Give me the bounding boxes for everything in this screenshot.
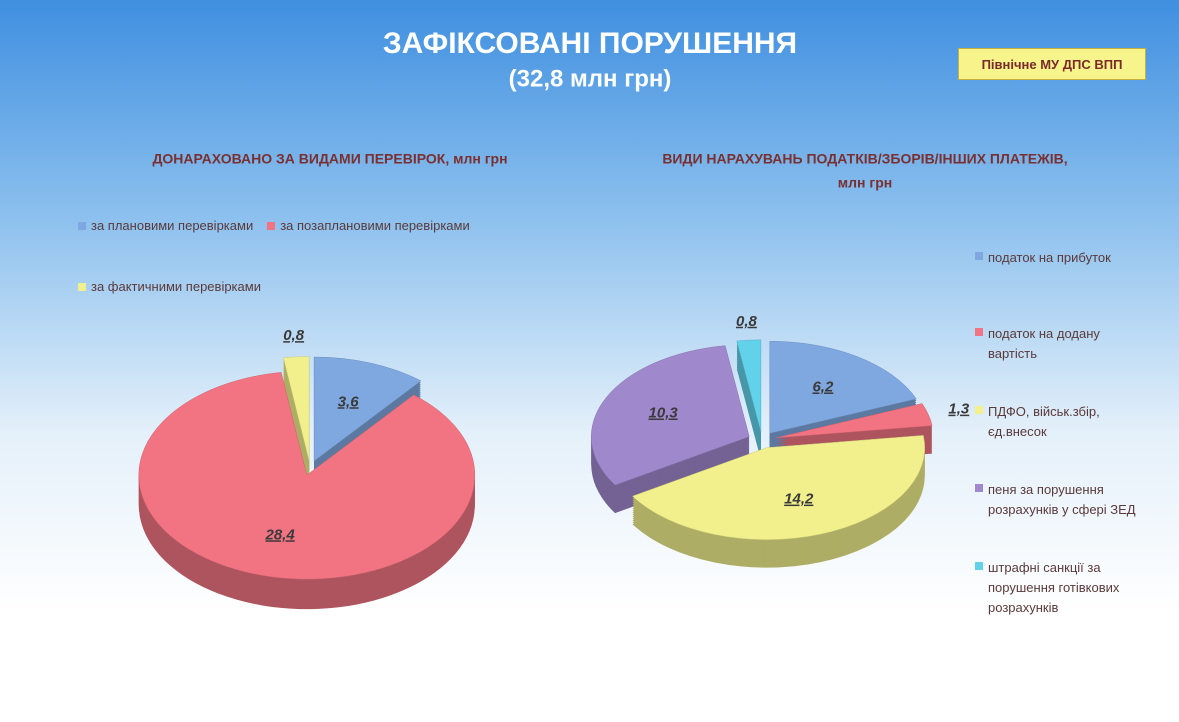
- chart-title: ДОНАРАХОВАНО ЗА ВИДАМИ ПЕРЕВІРОК, млн гр…: [152, 151, 507, 167]
- legend-item: податок на додану вартість: [975, 324, 1150, 364]
- legend-item: за плановими перевірками: [78, 218, 253, 233]
- slice: [769, 340, 917, 434]
- badge: Північне МУ ДПС ВПП: [958, 48, 1146, 80]
- legend-swatch: [78, 222, 86, 230]
- slice: [138, 372, 476, 580]
- data-label: 10,3: [649, 405, 679, 422]
- slice: [283, 356, 310, 461]
- legend-swatch: [78, 283, 86, 291]
- legend-swatch: [975, 562, 983, 570]
- legend-label: податок на додану вартість: [988, 326, 1100, 361]
- page-title: ЗАФІКСОВАНІ ПОРУШЕННЯ: [383, 27, 797, 60]
- legend-label: за плановими перевірками: [91, 218, 254, 233]
- legend-label: податок на прибуток: [988, 250, 1111, 265]
- legend-item: податок на прибуток: [975, 248, 1150, 268]
- page-subtitle: (32,8 млн грн): [509, 65, 672, 92]
- data-label: 6,2: [812, 378, 834, 395]
- data-label: 1,3: [948, 401, 970, 418]
- data-label: 0,8: [283, 327, 305, 344]
- legend-item: пеня за порушення розрахунків у сфері ЗЕ…: [975, 480, 1150, 520]
- legend-label: ПДФО, військ.збір, єд.внесок: [988, 404, 1100, 439]
- legend-swatch: [975, 252, 983, 260]
- legend-swatch: [975, 406, 983, 414]
- legend-label: за позаплановими перевірками: [280, 218, 470, 233]
- legend-item: за позаплановими перевірками: [267, 218, 470, 233]
- legend-swatch: [267, 222, 276, 230]
- legend-item: штрафні санкції за порушення готівкових …: [975, 558, 1150, 618]
- data-label: 3,6: [338, 393, 360, 410]
- slice: [313, 356, 422, 462]
- slice: [632, 435, 925, 540]
- legend-label: за фактичними перевірками: [91, 279, 261, 294]
- chart-title: ВИДИ НАРАХУВАНЬ ПОДАТКІВ/ЗБОРІВ/ІНШИХ ПЛ…: [662, 151, 1067, 167]
- data-label: 0,8: [736, 313, 758, 330]
- legend-label: штрафні санкції за порушення готівкових …: [988, 560, 1120, 615]
- legend-swatch: [975, 328, 983, 336]
- slice: [775, 403, 933, 439]
- slice: [736, 339, 762, 432]
- legend-swatch: [975, 484, 983, 492]
- legend: за плановими перевірками за позаплановими…: [78, 218, 578, 294]
- legend-label: пеня за порушення розрахунків у сфері ЗЕ…: [988, 482, 1136, 517]
- data-label: 14,2: [784, 491, 814, 508]
- legend-item: за фактичними перевірками: [78, 279, 261, 294]
- legend: податок на прибуток податок на додану вар…: [975, 248, 1150, 656]
- legend-item: ПДФО, військ.збір, єд.внесок: [975, 402, 1150, 442]
- data-label: 28,4: [265, 526, 296, 543]
- slice: [591, 345, 750, 486]
- chart-title: млн грн: [838, 175, 892, 191]
